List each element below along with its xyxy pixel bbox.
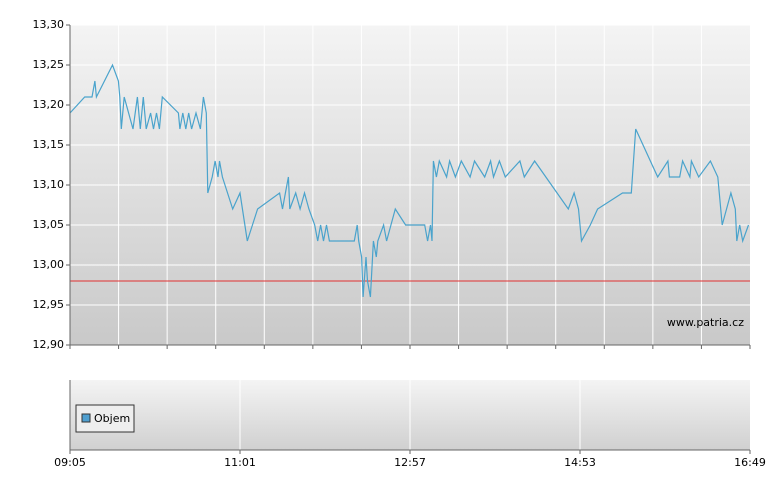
y-tick-label: 12,95 [33, 298, 65, 311]
watermark: www.patria.cz [667, 316, 744, 329]
y-tick-label: 13,00 [33, 258, 65, 271]
y-tick-label: 13,10 [33, 178, 65, 191]
x-tick-label: 12:57 [394, 456, 426, 469]
x-tick-label: 11:01 [224, 456, 256, 469]
x-tick-label: 09:05 [54, 456, 86, 469]
y-tick-label: 13,20 [33, 98, 65, 111]
y-tick-label: 13,05 [33, 218, 65, 231]
y-tick-label: 13,25 [33, 58, 65, 71]
y-tick-label: 13,30 [33, 18, 65, 31]
x-tick-label: 16:49 [734, 456, 766, 469]
y-tick-label: 12,90 [33, 338, 65, 351]
price-line [69, 63, 750, 298]
x-tick-label: 14:53 [564, 456, 596, 469]
y-tick-label: 13,15 [33, 138, 65, 151]
legend-swatch [81, 413, 91, 423]
legend-label: Objem [94, 412, 130, 425]
